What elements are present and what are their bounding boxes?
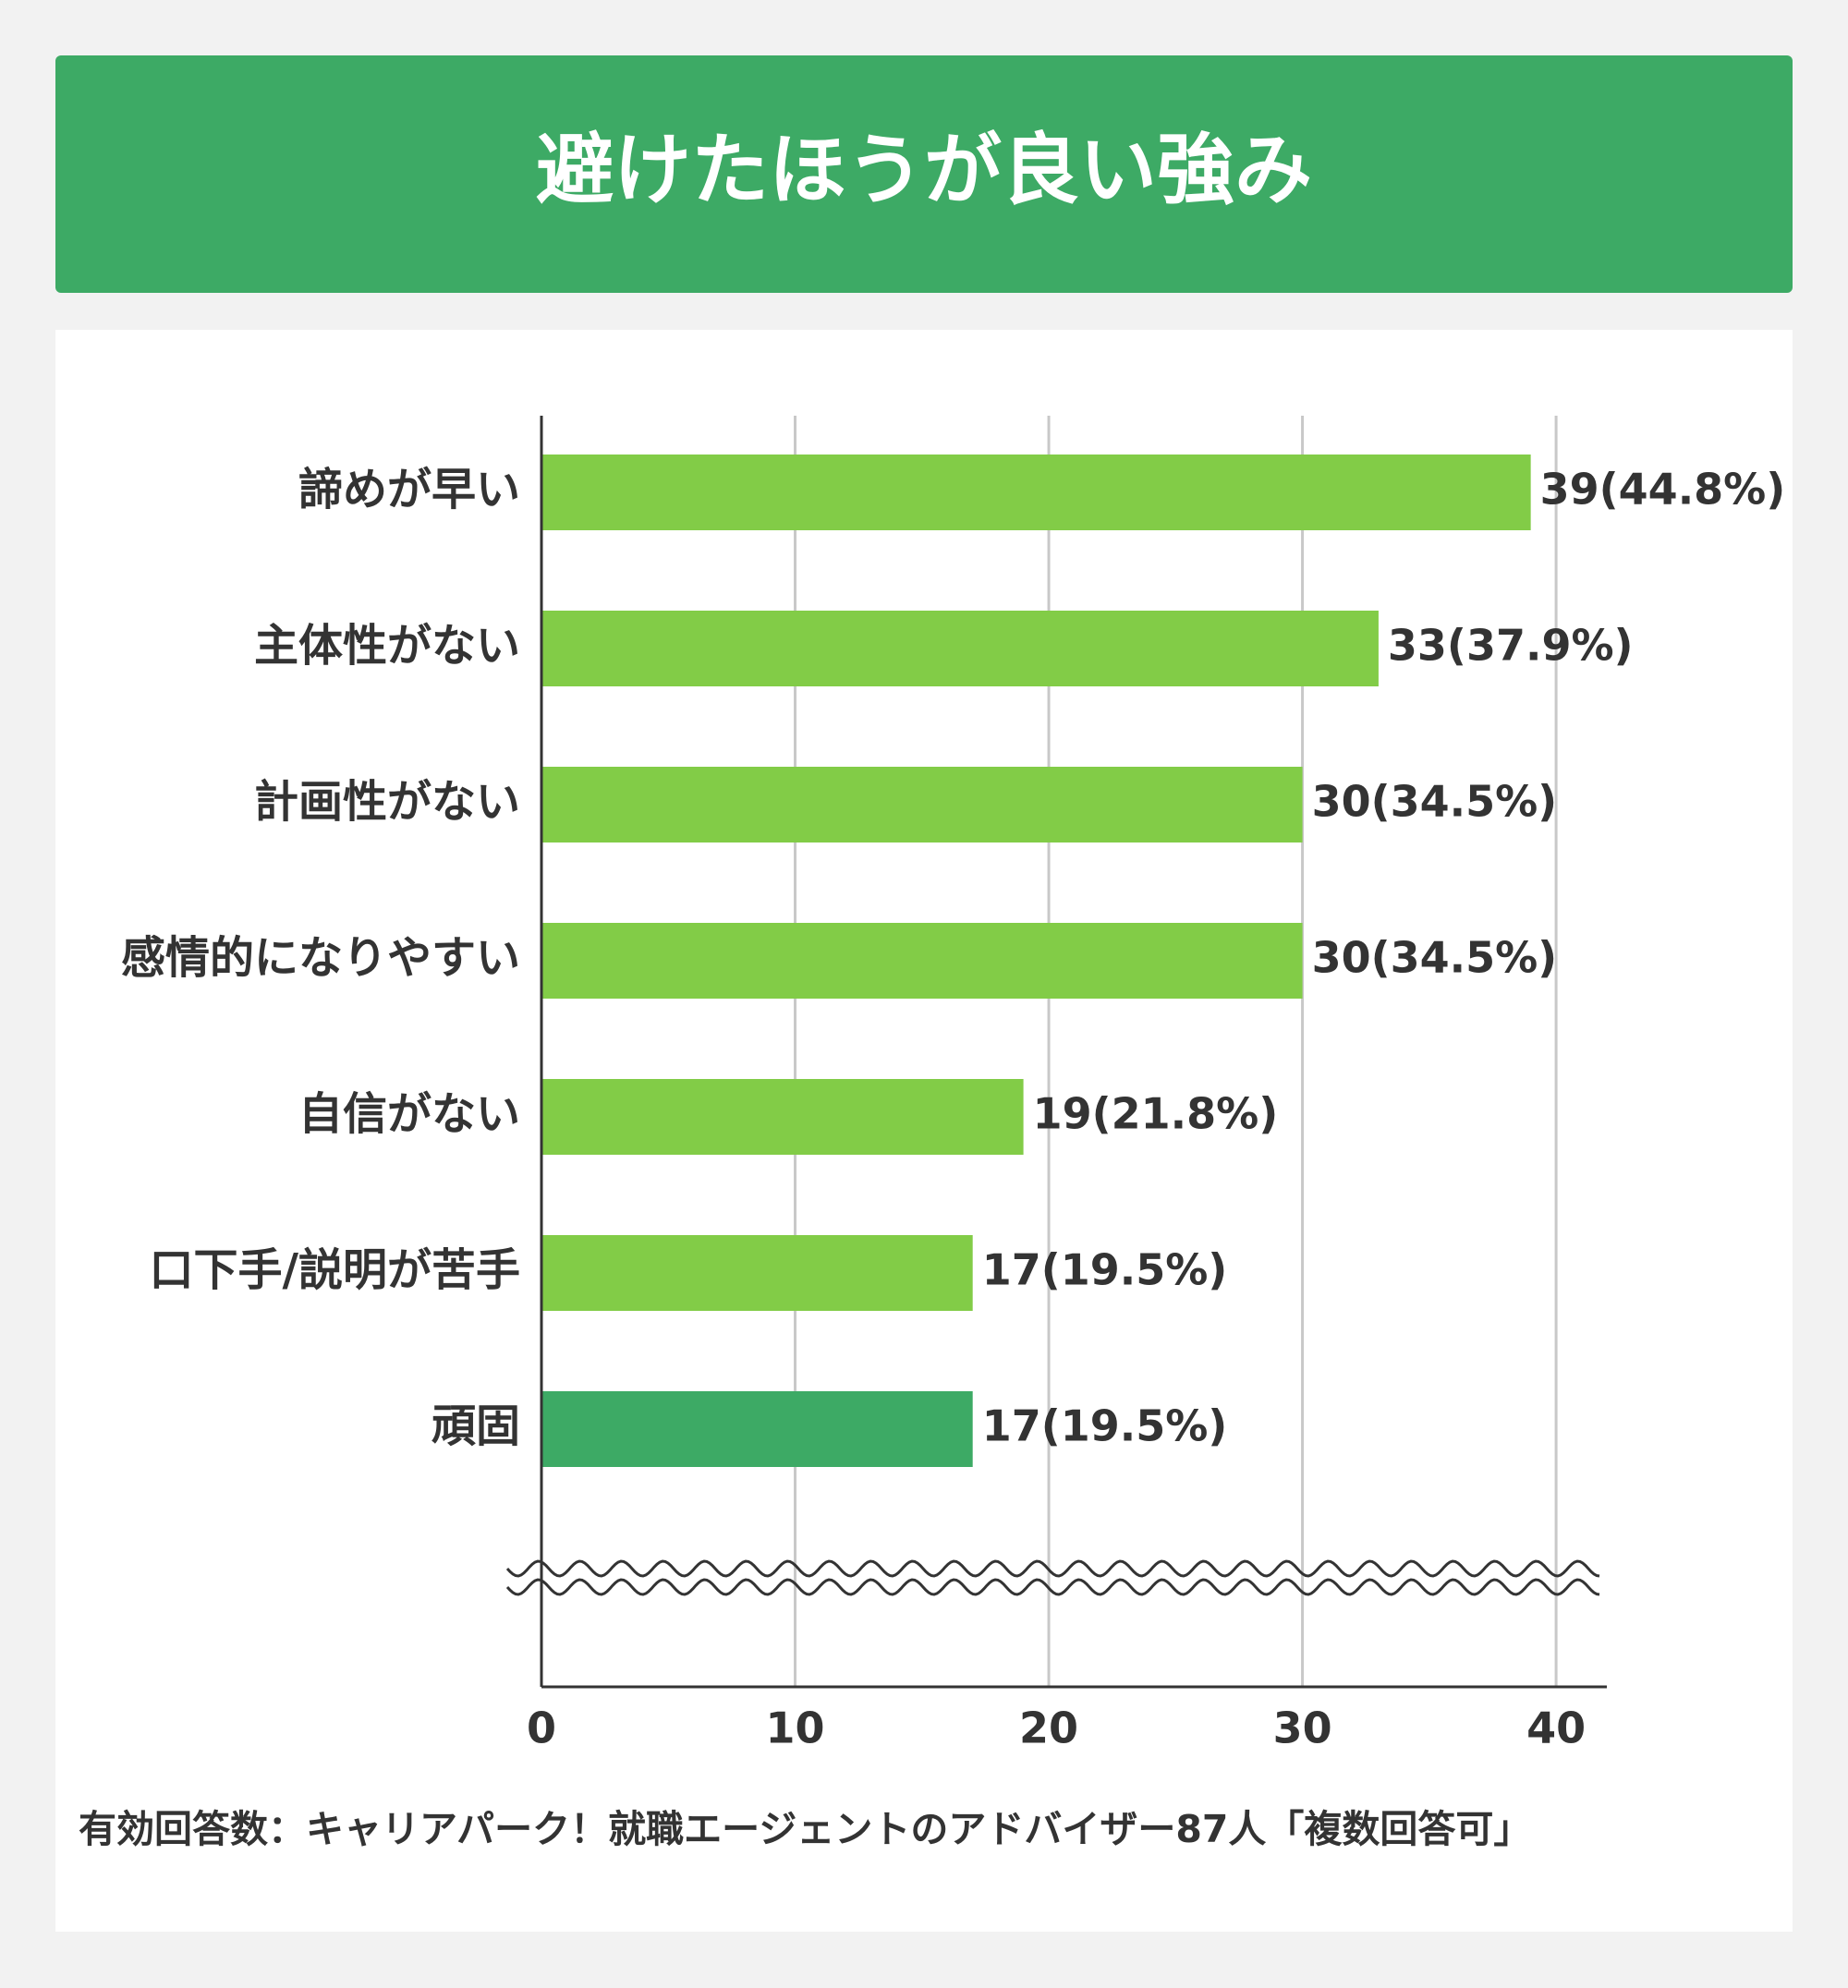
x-tick-label: 20 <box>1019 1703 1078 1753</box>
category-label: 感情的になりやすい <box>121 932 520 984</box>
chart-title: 避けたほうが良い強み <box>536 125 1312 215</box>
bar <box>541 1391 973 1467</box>
axis-break <box>505 1559 1600 1578</box>
x-tick-label: 0 <box>527 1703 556 1753</box>
plot-area: 0 10 20 30 40 諦めが早い 39(44.8%) 主体性がない 33(37.9%) 計画… <box>121 416 1785 1753</box>
bar <box>541 767 1303 842</box>
x-tick-label: 10 <box>766 1703 825 1753</box>
category-label: 自信がない <box>298 1088 520 1140</box>
bar <box>541 1079 1024 1155</box>
x-tick-label: 40 <box>1526 1703 1586 1753</box>
value-label: 19(21.8%) <box>1033 1089 1279 1139</box>
footnote: 有効回答数：キャリアパーク！就職エージェントのアドバイザー87人「複数回答可」 <box>79 1807 1531 1851</box>
value-label: 39(44.8%) <box>1540 465 1786 515</box>
category-label: 頑固 <box>432 1400 520 1452</box>
value-label: 30(34.5%) <box>1312 933 1558 983</box>
category-label: 計画性がない <box>254 776 520 828</box>
bar <box>541 1235 973 1311</box>
value-label: 30(34.5%) <box>1312 777 1558 827</box>
bar <box>541 455 1531 530</box>
category-label: 主体性がない <box>254 620 520 672</box>
value-label: 33(37.9%) <box>1388 621 1634 671</box>
category-label: 口下手/説明が苦手 <box>149 1244 520 1296</box>
bar <box>541 923 1303 999</box>
value-label: 17(19.5%) <box>982 1401 1228 1451</box>
category-label: 諦めが早い <box>298 464 520 515</box>
title-banner <box>55 55 1793 293</box>
axis-break <box>505 1578 1600 1596</box>
bar <box>541 611 1379 686</box>
value-label: 17(19.5%) <box>982 1245 1228 1295</box>
x-tick-label: 30 <box>1273 1703 1332 1753</box>
